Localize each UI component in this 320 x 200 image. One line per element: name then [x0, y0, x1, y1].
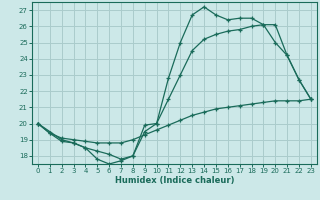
X-axis label: Humidex (Indice chaleur): Humidex (Indice chaleur)	[115, 176, 234, 185]
